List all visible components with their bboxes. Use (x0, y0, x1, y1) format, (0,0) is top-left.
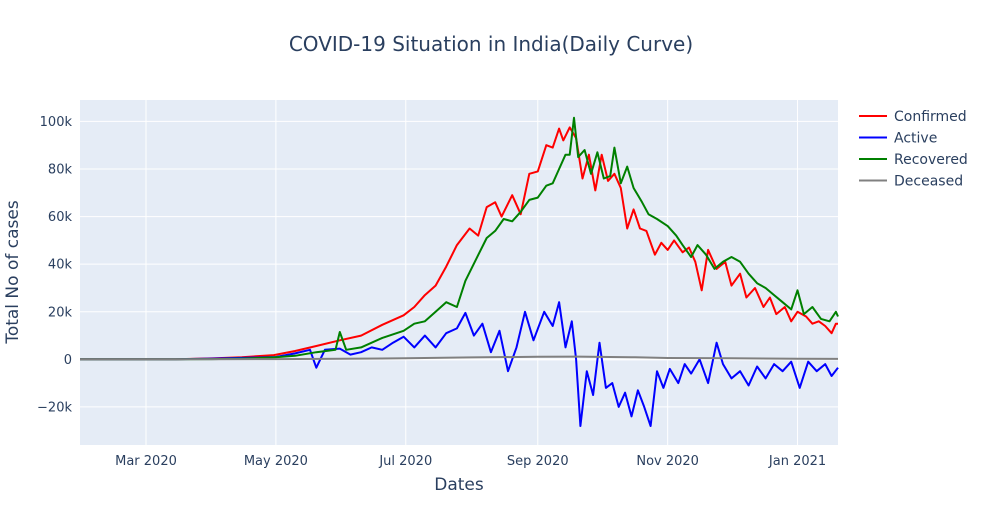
x-tick-label: Sep 2020 (507, 454, 569, 469)
x-tick-label: Jul 2020 (378, 454, 432, 469)
legend-label: Deceased (894, 174, 963, 190)
y-tick-labels: −20k 0 20k 40k 60k 80k 100k (37, 115, 72, 416)
y-tick-label: 80k (48, 163, 73, 178)
x-axis-title: Dates (434, 475, 484, 495)
x-tick-labels: Mar 2020 May 2020 Jul 2020 Sep 2020 Nov 2020… (115, 454, 826, 469)
legend-label: Confirmed (894, 109, 967, 125)
series-lines (80, 116, 839, 427)
legend-item-deceased[interactable]: Deceased (859, 174, 963, 190)
x-tick-label: May 2020 (244, 454, 308, 469)
legend-item-recovered[interactable]: Recovered (859, 152, 968, 168)
y-tick-label: 20k (48, 305, 73, 320)
plot-area (80, 100, 838, 445)
series-line-active (80, 301, 839, 427)
x-gridlines (145, 100, 799, 445)
chart-title: COVID-19 Situation in India(Daily Curve) (289, 32, 693, 56)
legend[interactable]: Confirmed Active Recovered Deceased (859, 109, 968, 190)
series-line-recovered (80, 116, 839, 361)
y-tick-label: 40k (48, 258, 73, 273)
y-axis-title: Total No of cases (3, 200, 23, 344)
legend-item-confirmed[interactable]: Confirmed (859, 109, 967, 125)
x-tick-label: Jan 2021 (768, 454, 826, 469)
series-line-confirmed (80, 126, 838, 361)
legend-label: Active (894, 131, 937, 147)
series-line-deceased (80, 355, 839, 361)
y-tick-label: −20k (37, 400, 72, 415)
x-tick-label: Mar 2020 (115, 454, 177, 469)
y-tick-label: 100k (40, 115, 73, 130)
legend-item-active[interactable]: Active (859, 131, 937, 147)
legend-label: Recovered (894, 152, 968, 168)
y-tick-label: 60k (48, 210, 73, 225)
y-tick-label: 0 (64, 353, 72, 368)
x-tick-label: Nov 2020 (636, 454, 699, 469)
